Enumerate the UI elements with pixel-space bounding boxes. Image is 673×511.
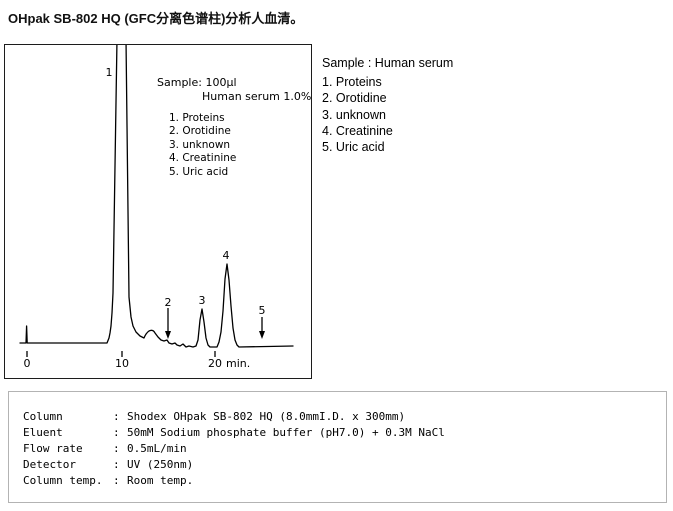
chromatogram-trace bbox=[19, 45, 294, 348]
chart-peak-list-item: 2. Orotidine bbox=[169, 125, 231, 138]
conditions-row-eluent: Eluent : 50mM Sodium phosphate buffer (p… bbox=[23, 425, 445, 441]
condition-label: Column bbox=[23, 410, 63, 423]
condition-value: Room temp. bbox=[127, 474, 194, 487]
legend-panel: Sample : Human serum 1. Proteins 2. Orot… bbox=[322, 55, 453, 155]
conditions-row-column-temp: Column temp. : Room temp. bbox=[23, 473, 445, 489]
legend-item: 4. Creatinine bbox=[322, 123, 393, 138]
legend-item: 1. Proteins bbox=[322, 75, 382, 90]
x-axis-label-0: 0 bbox=[24, 357, 31, 370]
down-arrow-peak2-icon bbox=[165, 308, 171, 339]
conditions-row-detector: Detector : UV (250nm) bbox=[23, 457, 445, 473]
condition-value: 50mM Sodium phosphate buffer (pH7.0) + 0… bbox=[127, 426, 445, 439]
condition-label: Flow rate bbox=[23, 442, 83, 455]
condition-label: Eluent bbox=[23, 426, 63, 439]
legend-sample-label: Sample : Human serum bbox=[322, 56, 454, 70]
page-title: OHpak SB-802 HQ (GFC分离色谱柱)分析人血清。 bbox=[8, 11, 304, 26]
x-axis-label-20: 20 bbox=[208, 357, 222, 370]
chart-peak-list-item: 3. unknown bbox=[169, 138, 231, 151]
condition-separator: : bbox=[113, 410, 120, 423]
legend-item: 2. Orotidine bbox=[322, 91, 387, 106]
condition-separator: : bbox=[113, 426, 120, 439]
condition-value: 0.5mL/min bbox=[127, 442, 187, 455]
chart-peak-list-item: 4. Creatinine bbox=[169, 152, 237, 165]
condition-value: UV (250nm) bbox=[127, 458, 194, 471]
chart-sample-name: Human serum 1.0% bbox=[202, 90, 312, 103]
x-axis-label-10: 10 bbox=[115, 357, 129, 370]
conditions-row-flow-rate: Flow rate : 0.5mL/min bbox=[23, 441, 445, 457]
peak-label-1: 1 bbox=[106, 66, 113, 79]
conditions-table: Column : Shodex OHpak SB-802 HQ (8.0mmI.… bbox=[23, 409, 445, 489]
condition-label: Column temp. bbox=[23, 474, 103, 487]
chromatogram-plot: 0 10 20 min. 1 2 3 4 5 bbox=[19, 45, 294, 370]
condition-separator: : bbox=[113, 442, 120, 455]
condition-separator: : bbox=[113, 474, 120, 487]
conditions-panel: Column : Shodex OHpak SB-802 HQ (8.0mmI.… bbox=[8, 391, 667, 503]
x-axis-unit-label: min. bbox=[226, 357, 250, 370]
legend-item: 5. Uric acid bbox=[322, 140, 385, 155]
peak-label-4: 4 bbox=[223, 249, 230, 262]
chart-sample-volume: Sample: 100μl bbox=[157, 76, 237, 89]
peak-label-2: 2 bbox=[165, 296, 172, 309]
down-arrow-peak5-icon bbox=[259, 317, 265, 339]
peak-label-3: 3 bbox=[199, 294, 206, 307]
condition-separator: : bbox=[113, 458, 120, 471]
condition-value: Shodex OHpak SB-802 HQ (8.0mmI.D. x 300m… bbox=[127, 410, 406, 423]
chart-peak-list: 1. Proteins 2. Orotidine 3. unknown 4. C… bbox=[169, 112, 236, 179]
peak-label-5: 5 bbox=[259, 304, 266, 317]
condition-label: Detector bbox=[23, 458, 76, 471]
chart-peak-list-item: 1. Proteins bbox=[169, 112, 225, 124]
conditions-row-column: Column : Shodex OHpak SB-802 HQ (8.0mmI.… bbox=[23, 409, 445, 425]
legend-item: 3. unknown bbox=[322, 107, 386, 122]
chart-peak-list-item: 5. Uric acid bbox=[169, 165, 229, 178]
chromatogram-panel: 0 10 20 min. 1 2 3 4 5 Sample: 100μl Hum… bbox=[4, 44, 312, 379]
